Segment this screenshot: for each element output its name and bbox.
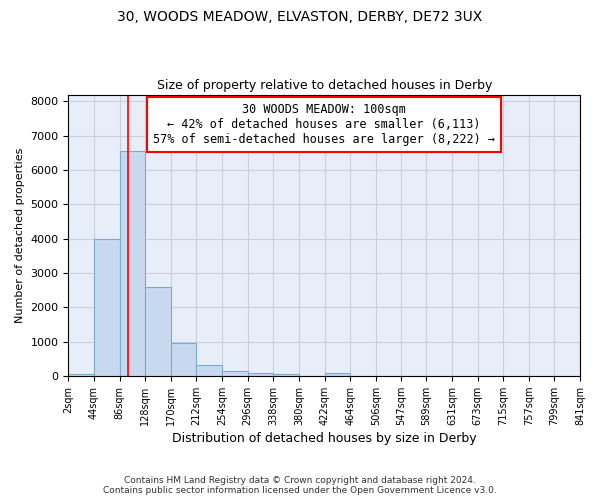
Bar (145, 286, 171, 376)
Bar (68, 374, 94, 376)
Bar (248, 373, 273, 376)
Title: Size of property relative to detached houses in Derby: Size of property relative to detached ho… (157, 79, 492, 92)
Bar (171, 343, 196, 376)
Bar (196, 364, 222, 376)
X-axis label: Distribution of detached houses by size in Derby: Distribution of detached houses by size … (172, 432, 476, 445)
Bar (273, 374, 299, 376)
Bar (94, 238, 119, 376)
Y-axis label: Number of detached properties: Number of detached properties (15, 148, 25, 323)
Bar (325, 373, 350, 376)
Text: 30 WOODS MEADOW: 100sqm
← 42% of detached houses are smaller (6,113)
57% of semi: 30 WOODS MEADOW: 100sqm ← 42% of detache… (153, 103, 495, 146)
Text: 30, WOODS MEADOW, ELVASTON, DERBY, DE72 3UX: 30, WOODS MEADOW, ELVASTON, DERBY, DE72 … (118, 10, 482, 24)
Bar (222, 372, 248, 376)
Bar (119, 151, 145, 376)
Text: Contains HM Land Registry data © Crown copyright and database right 2024.
Contai: Contains HM Land Registry data © Crown c… (103, 476, 497, 495)
